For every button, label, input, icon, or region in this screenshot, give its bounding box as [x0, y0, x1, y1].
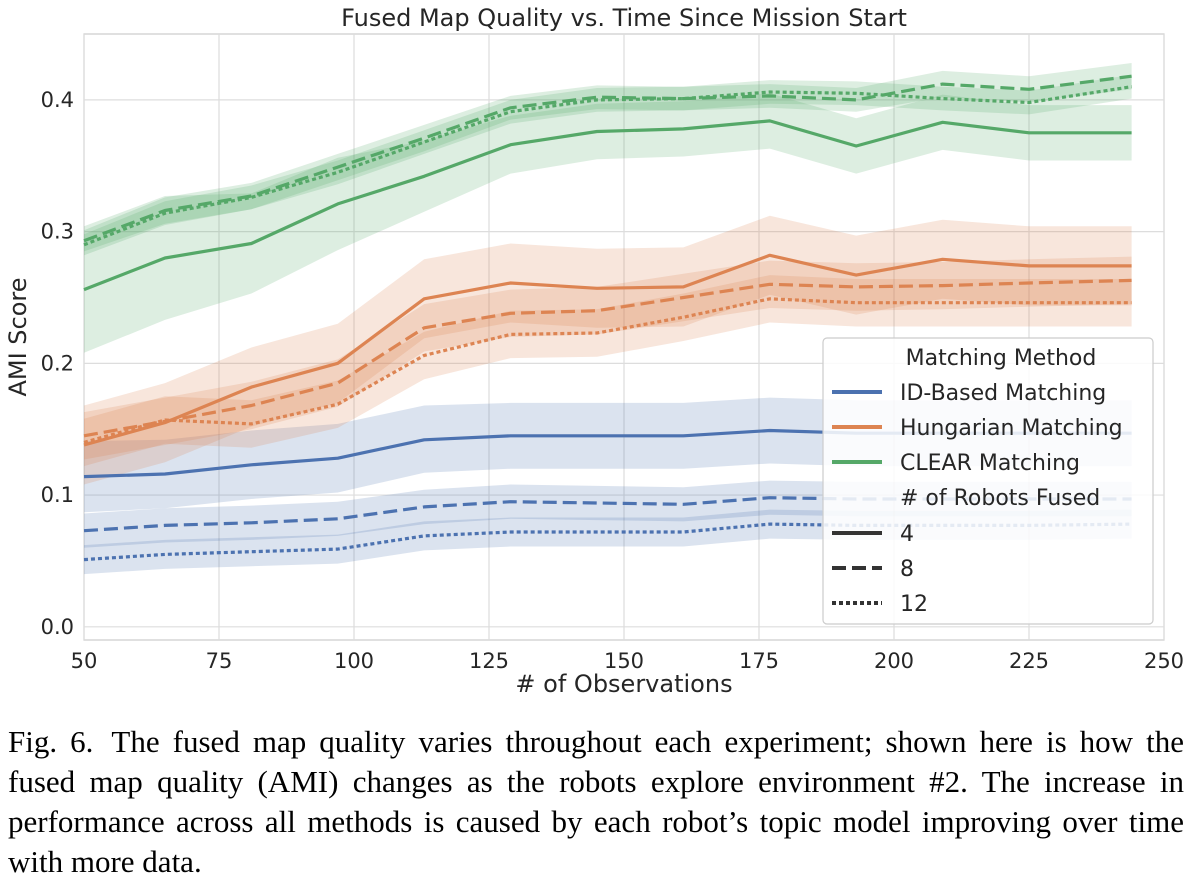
ami-line-chart: Fused Map Quality vs. Time Since Mission…	[4, 4, 1184, 698]
band-hungarian-matching-4	[84, 215, 1132, 485]
legend: Matching Method ID-Based Matching Hungar…	[822, 337, 1154, 625]
y-tick-label: 0.2	[41, 351, 74, 375]
band-hungarian-matching-12	[84, 275, 1132, 467]
band-clear-matching-8	[84, 63, 1132, 252]
line-clear-matching-8	[83, 74, 1132, 243]
line-hungarian-matching-12	[83, 297, 1132, 444]
legend-box	[822, 337, 1154, 625]
legend-title-robots: # of Robots Fused	[900, 486, 1100, 511]
x-tick-label: 175	[739, 649, 779, 673]
line-clear-matching-12	[83, 85, 1132, 247]
x-axis-label: # of Observations	[515, 670, 732, 698]
legend-entry-12-robots: 12	[900, 592, 928, 617]
x-tick-label: 75	[206, 649, 233, 673]
legend-entry-id-based: ID-Based Matching	[900, 381, 1106, 406]
line-hungarian-matching-8	[83, 278, 1132, 438]
x-tick-label: 100	[334, 649, 374, 673]
x-tick-labels: 50 75 100 125 150 175 200 225 250	[71, 649, 1184, 673]
band-clear-matching-12	[84, 74, 1132, 256]
band-clear-matching-4	[84, 93, 1132, 353]
band-hungarian-matching-8	[84, 256, 1132, 460]
x-tick-label: 125	[469, 649, 509, 673]
y-tick-label: 0.4	[41, 88, 74, 112]
line-hungarian-matching-4	[83, 253, 1132, 447]
figure-label: Fig. 6.	[8, 724, 94, 759]
x-tick-label: 150	[604, 649, 644, 673]
y-tick-label: 0.1	[41, 483, 74, 507]
legend-title-method: Matching Method	[906, 346, 1097, 371]
y-tick-labels: 0.0 0.1 0.2 0.3 0.4	[41, 88, 74, 639]
x-tick-label: 50	[71, 649, 98, 673]
legend-entry-8-robots: 8	[900, 557, 914, 582]
y-tick-label: 0.3	[41, 220, 74, 244]
y-tick-label: 0.0	[41, 615, 74, 639]
y-axis-label: AMI Score	[4, 277, 32, 396]
line-id-based-matching-12	[83, 522, 1132, 562]
x-tick-label: 250	[1144, 649, 1184, 673]
legend-entry-4-robots: 4	[900, 522, 914, 547]
figure-caption: Fig. 6. The fused map quality varies thro…	[8, 722, 1184, 882]
chart-title: Fused Map Quality vs. Time Since Mission…	[341, 4, 907, 32]
line-clear-matching-4	[83, 119, 1132, 292]
legend-entry-hungarian: Hungarian Matching	[900, 416, 1123, 441]
x-tick-label: 225	[1009, 649, 1049, 673]
legend-entry-clear: CLEAR Matching	[900, 451, 1080, 476]
x-tick-label: 200	[874, 649, 914, 673]
caption-text: The fused map quality varies throughout …	[8, 724, 1184, 879]
